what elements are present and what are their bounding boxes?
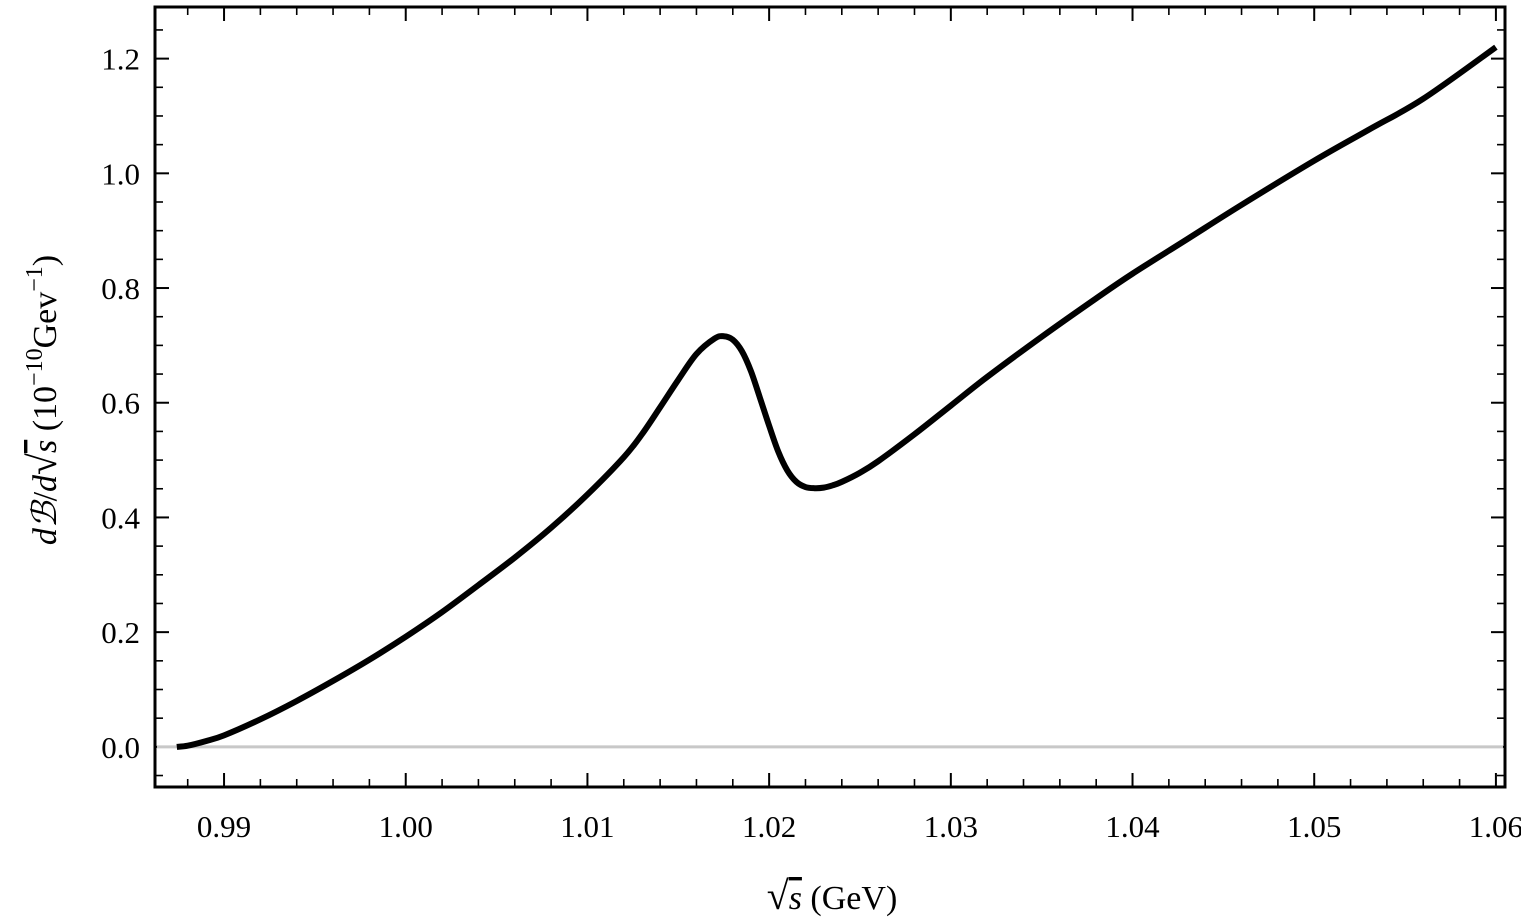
y-unit-close: ) xyxy=(27,255,64,266)
y-unit-mid: Gev xyxy=(27,292,64,349)
x-tick-label: 1.00 xyxy=(379,809,433,844)
x-tick-label: 1.06 xyxy=(1469,809,1521,844)
x-unit: (GeV) xyxy=(802,880,897,917)
plot-frame xyxy=(153,5,1507,789)
y-tick-label: 0.0 xyxy=(101,730,140,765)
x-axis-label: √s (GeV) xyxy=(767,873,898,918)
ticks xyxy=(155,7,1505,787)
x-var: s xyxy=(789,880,802,917)
series xyxy=(176,44,1498,750)
x-tick-label: 1.05 xyxy=(1287,809,1341,844)
x-tick-label: 1.04 xyxy=(1105,809,1160,844)
y-tick-label: 1.2 xyxy=(101,42,140,77)
y-tick-label: 0.4 xyxy=(101,500,140,535)
series-line-0 xyxy=(176,44,1498,750)
x-tick-label: 0.99 xyxy=(197,809,251,844)
y-tick-label: 1.0 xyxy=(101,156,140,191)
y-radical: √ xyxy=(20,453,65,475)
x-tick-label: 1.01 xyxy=(560,809,614,844)
y-var: s xyxy=(27,440,64,453)
y-script-b: ℬ xyxy=(27,499,64,528)
y-d: d xyxy=(27,527,64,545)
y-axis-label: dℬ/d√s (10−10Gev−1) xyxy=(20,255,65,545)
y-unit-open: (10 xyxy=(27,386,64,440)
x-tick-label: 1.03 xyxy=(924,809,978,844)
y-d2: d xyxy=(27,474,64,492)
y-unit-exp: −10 xyxy=(22,348,48,386)
x-tick-label: 1.02 xyxy=(742,809,796,844)
x-radical: √ xyxy=(767,873,789,918)
y-tick-label: 0.8 xyxy=(101,271,140,306)
y-slash: / xyxy=(27,491,64,501)
y-tick-label: 0.2 xyxy=(101,615,140,650)
tick-labels: 0.99 1.00 1.01 1.02 1.03 1.04 1.05 1.06 0.0 0.2 0.… xyxy=(101,42,1521,844)
y-unit-exp2: −1 xyxy=(22,266,48,292)
y-tick-label: 0.6 xyxy=(101,386,140,421)
